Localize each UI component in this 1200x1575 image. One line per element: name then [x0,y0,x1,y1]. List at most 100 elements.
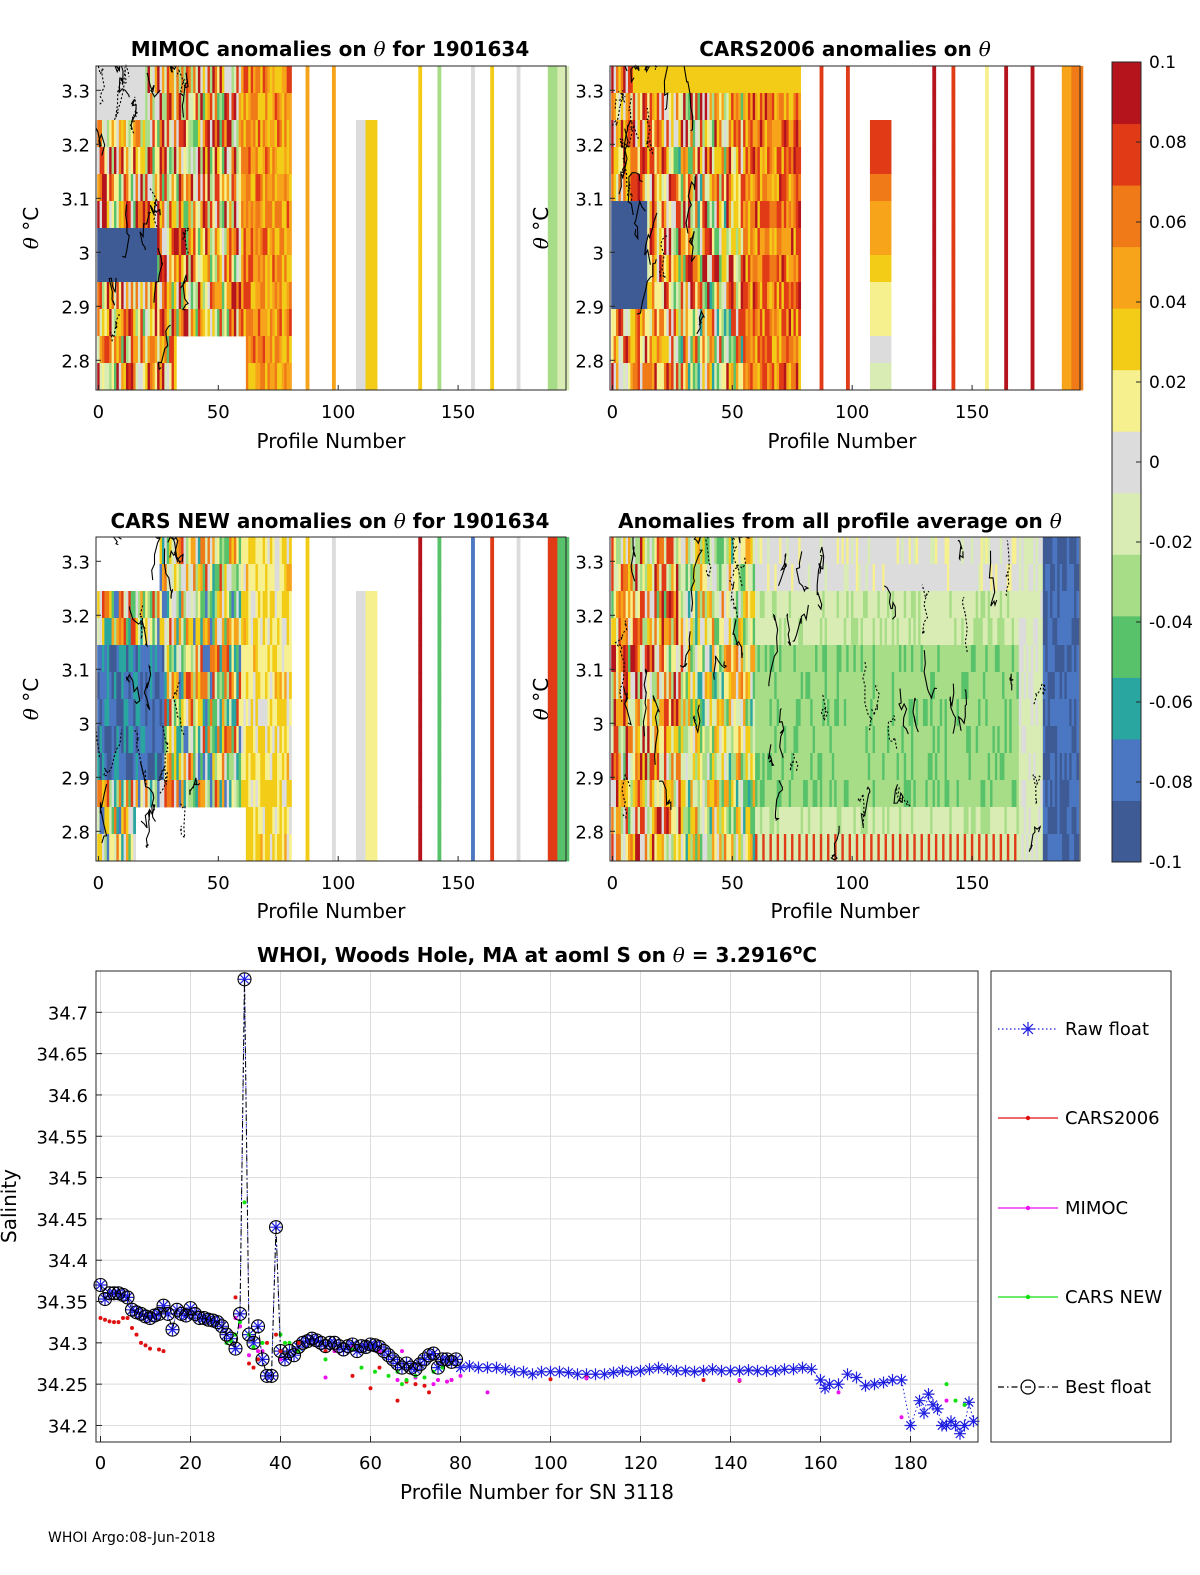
heatmap-cell [331,726,336,754]
heatmap-cell [791,336,794,364]
heatmap-cell [471,309,475,337]
heatmap-cell [331,363,336,391]
heatmap-cell [142,591,146,619]
heatmap-cell [733,201,737,229]
heatmap-cell [625,93,629,121]
heatmap-cell [735,309,739,337]
heatmap-cell [776,66,780,94]
heatmap-cell [267,282,271,310]
heatmap-cell [747,255,751,283]
heatmap-cell [898,834,902,862]
heatmap-cell [946,753,950,781]
heatmap-cell [824,618,828,646]
heatmap-cell [822,672,826,700]
heatmap-cell [613,564,617,592]
heatmap-cell [209,174,213,202]
heatmap-cell [714,591,718,619]
heatmap-cell [289,618,292,646]
heatmap-cell [668,66,672,94]
heatmap-cell [128,363,132,391]
heatmap-cell [954,537,957,565]
heatmap-cell [277,228,280,256]
heatmap-cell [188,618,192,646]
heatmap-cell [471,618,475,646]
heatmap-cell [834,807,838,835]
heatmap-cell [195,753,199,781]
heatmap-cell [267,147,271,175]
heatmap-cell [169,93,172,121]
heatmap-cell [932,753,936,781]
heatmap-cell [776,363,780,391]
heatmap-cell [723,807,727,835]
heatmap-cell [817,834,821,862]
heatmap-cell [305,174,310,202]
heatmap-cell [212,645,216,673]
heatmap-cell [245,564,249,592]
heatmap-cell [265,672,268,700]
heatmap-cell [630,93,634,121]
heatmap-cell [771,93,775,121]
heatmap-cell [793,174,797,202]
heatmap-cell [834,699,838,727]
heatmap-cell [618,66,622,94]
heatmap-cell [625,66,629,94]
heatmap-cell [791,591,794,619]
heatmap-cell [161,618,165,646]
heatmap-cell [958,591,962,619]
heatmap-cell [630,336,634,364]
heatmap-cell [128,726,132,754]
heatmap-cell [687,645,691,673]
heatmap-cell [257,753,261,781]
heatmap-cell [654,174,658,202]
heatmap-cell [154,645,158,673]
heatmap-cell [202,66,206,94]
heatmap-cell [265,564,268,592]
heatmap-cell [224,645,228,673]
heatmap-cell [611,336,614,364]
heatmap-cell [649,174,653,202]
heatmap-cell [185,255,189,283]
heatmap-cell [265,228,268,256]
heatmap-cell [195,201,199,229]
heatmap-cell [673,120,677,148]
heatmap-cell [214,537,218,565]
heatmap-cell [678,255,682,283]
heatmap-cell [951,174,956,202]
heatmap-cell [257,672,261,700]
heatmap-cell [690,309,694,337]
heatmap-cell [791,753,794,781]
heatmap-cell [260,282,264,310]
heatmap-cell [219,564,223,592]
heatmap-cell [193,147,196,175]
heatmap-cell [671,672,674,700]
heatmap-cell [733,228,737,256]
heatmap-cell [687,309,691,337]
heatmap-cell [685,618,689,646]
heatmap-cell [723,363,727,391]
heatmap-cell [241,618,244,646]
heatmap-cell [949,591,953,619]
heatmap-cell [557,336,570,364]
heatmap-cell [147,363,151,391]
heatmap-cell [97,726,100,754]
heatmap-cell [267,228,271,256]
heatmap-cell [214,66,218,94]
heatmap-cell [176,564,180,592]
heatmap-cell [625,618,629,646]
heatmap-cell [716,780,720,808]
heatmap-cell [173,645,177,673]
heatmap-cell [236,147,240,175]
heatmap-cell [654,282,658,310]
heatmap-cell [759,120,763,148]
heatmap-cars-new-frame [95,536,567,862]
heatmap-cell [671,753,674,781]
heatmap-cell [908,807,912,835]
heatmap-cell [687,537,691,565]
heatmap-cell [781,645,785,673]
heatmap-cell [680,834,684,862]
heatmap-cell [827,672,830,700]
heatmap-cell [827,618,830,646]
heatmap-cell [769,147,773,175]
heatmap-cell [245,834,249,862]
heatmap-cell [516,699,521,727]
